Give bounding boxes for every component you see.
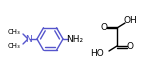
Text: HO: HO [90, 49, 104, 58]
Text: OH: OH [123, 16, 137, 25]
Text: O: O [100, 23, 108, 32]
Text: CH₃: CH₃ [7, 43, 20, 49]
Text: CH₃: CH₃ [7, 29, 20, 35]
Text: NH₂: NH₂ [66, 34, 83, 44]
Text: N: N [25, 34, 32, 44]
Text: O: O [126, 42, 133, 51]
